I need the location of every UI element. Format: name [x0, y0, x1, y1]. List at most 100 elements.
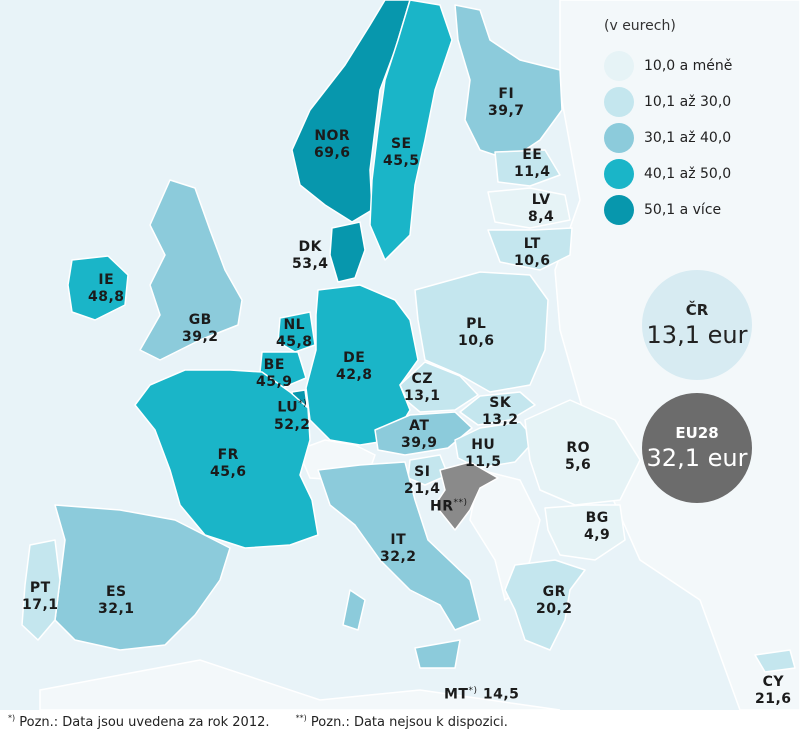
country-code: RO	[566, 440, 590, 456]
country-value: 20,2	[536, 601, 573, 617]
footnote-marker: *)	[468, 686, 478, 696]
country-code: SE	[390, 136, 412, 152]
country-value: 45,8	[276, 334, 313, 350]
country-shape-SK	[459, 391, 536, 426]
country-shape-IT	[317, 461, 481, 669]
country-shape-EE	[494, 149, 561, 187]
legend-item: 40,1 až 50,0	[604, 156, 794, 192]
legend: (v eurech) 10,0 a méně 10,1 až 30,0 30,1…	[604, 18, 794, 228]
country-code: HR	[430, 498, 454, 515]
country-label-PL: PL 10,6	[458, 316, 495, 350]
country-label-NOR: NOR 69,6	[314, 128, 351, 162]
country-label-AT: AT 39,9	[401, 418, 438, 452]
country-value: 69,6	[314, 145, 351, 161]
country-label-PT: PT 17,1	[22, 580, 59, 614]
footnote-text: Pozn.: Data jsou uvedena za rok 2012.	[15, 715, 270, 731]
country-shape-LT	[487, 227, 573, 271]
legend-swatch	[604, 195, 634, 225]
legend-swatch	[604, 51, 634, 81]
country-code: IT	[390, 532, 407, 548]
country-value: 11,4	[514, 164, 551, 180]
country-code: GB	[188, 312, 212, 328]
legend-item-label: 40,1 až 50,0	[644, 166, 732, 182]
legend-unit: (v eurech)	[604, 18, 676, 34]
country-shape-SE	[369, 0, 453, 261]
footnote-no-data: **) Pozn.: Data nejsou k dispozici.	[296, 714, 508, 731]
country-label-RO: RO 5,6	[565, 440, 591, 474]
country-label-MT: MT*) 14,5	[444, 686, 519, 703]
eu-bubble-value: 32,1 eur	[646, 444, 748, 472]
country-label-LT: LT 10,6	[514, 236, 551, 270]
country-value: 45,5	[383, 153, 420, 169]
legend-item-label: 10,0 a méně	[644, 58, 733, 74]
country-code: NOR	[314, 128, 351, 144]
country-label-HR: HR**)	[430, 498, 468, 515]
country-value: 32,2	[380, 549, 417, 565]
legend-item: 30,1 až 40,0	[604, 120, 794, 156]
country-value: 21,6	[755, 691, 792, 707]
country-label-CY: CY 21,6	[755, 674, 792, 708]
country-code: LU	[277, 399, 299, 416]
country-label-EE: EE 11,4	[514, 147, 551, 181]
cz-bubble-title: ČR	[685, 301, 709, 319]
eu-summary-bubble: EU28 32,1 eur	[642, 393, 752, 503]
country-value: 13,2	[482, 412, 519, 428]
country-value: 39,9	[401, 435, 438, 451]
footnotes: *) Pozn.: Data jsou uvedena za rok 2012.…	[8, 714, 530, 730]
country-shape-IE	[67, 255, 129, 321]
country-shape-DK	[329, 221, 366, 283]
country-label-FI: FI 39,7	[488, 86, 525, 120]
legend-item-label: 50,1 a více	[644, 202, 722, 218]
legend-item-label: 10,1 až 30,0	[644, 94, 732, 110]
country-label-GR: GR 20,2	[536, 584, 573, 618]
country-code: BE	[263, 357, 285, 373]
country-label-IE: IE 48,8	[88, 272, 125, 306]
country-shape-PL	[414, 271, 549, 393]
country-code: BG	[585, 510, 609, 526]
country-shape-HR	[434, 461, 499, 531]
legend-swatch	[604, 159, 634, 189]
country-value: 39,2	[182, 329, 219, 345]
country-code: PT	[29, 580, 51, 596]
country-code: GR	[542, 584, 566, 600]
country-shape-NL	[277, 311, 316, 353]
footnote-text: Pozn.: Data nejsou k dispozici.	[306, 715, 508, 731]
country-value: 4,9	[584, 527, 611, 543]
country-label-FR: FR 45,6	[210, 447, 247, 481]
country-shape-PT	[21, 539, 61, 641]
country-label-NL: NL 45,8	[276, 317, 313, 351]
country-value: 5,6	[565, 457, 592, 473]
country-value: 52,2	[274, 416, 311, 433]
country-shape-HU	[454, 421, 536, 469]
country-shape-BG	[544, 504, 626, 561]
country-value: 53,4	[292, 256, 329, 272]
legend-item: 50,1 a více	[604, 192, 794, 228]
country-shape-RO	[524, 399, 641, 506]
country-value: 11,5	[465, 454, 502, 470]
cz-summary-bubble: ČR 13,1 eur	[642, 270, 752, 380]
country-label-ES: ES 32,1	[98, 584, 135, 618]
country-code: CZ	[411, 371, 433, 387]
country-code: LV	[531, 192, 551, 208]
legend-item-label: 30,1 až 40,0	[644, 130, 732, 146]
legend-swatch	[604, 123, 634, 153]
country-shape-CY	[754, 649, 796, 673]
country-label-LU: LU*) 52,2	[274, 396, 311, 434]
country-shape-FR	[134, 369, 319, 549]
country-value: 8,4	[528, 209, 555, 225]
country-value: 45,6	[210, 464, 247, 480]
country-value: 45,9	[256, 374, 293, 390]
country-code: DK	[298, 239, 323, 255]
country-code: NL	[283, 317, 306, 333]
footnote-marker: *)	[8, 714, 16, 723]
country-code: SI	[414, 464, 431, 480]
eu-bubble-title: EU28	[675, 424, 719, 442]
country-code: ES	[105, 584, 127, 600]
country-code: HU	[471, 437, 496, 453]
country-shape-FI	[454, 4, 563, 161]
footnote-2012: *) Pozn.: Data jsou uvedena za rok 2012.	[8, 714, 270, 731]
footnote-marker: **)	[453, 498, 468, 508]
country-shape-GB	[139, 179, 243, 361]
country-code: EE	[522, 147, 543, 163]
country-value: 21,4	[404, 481, 441, 497]
